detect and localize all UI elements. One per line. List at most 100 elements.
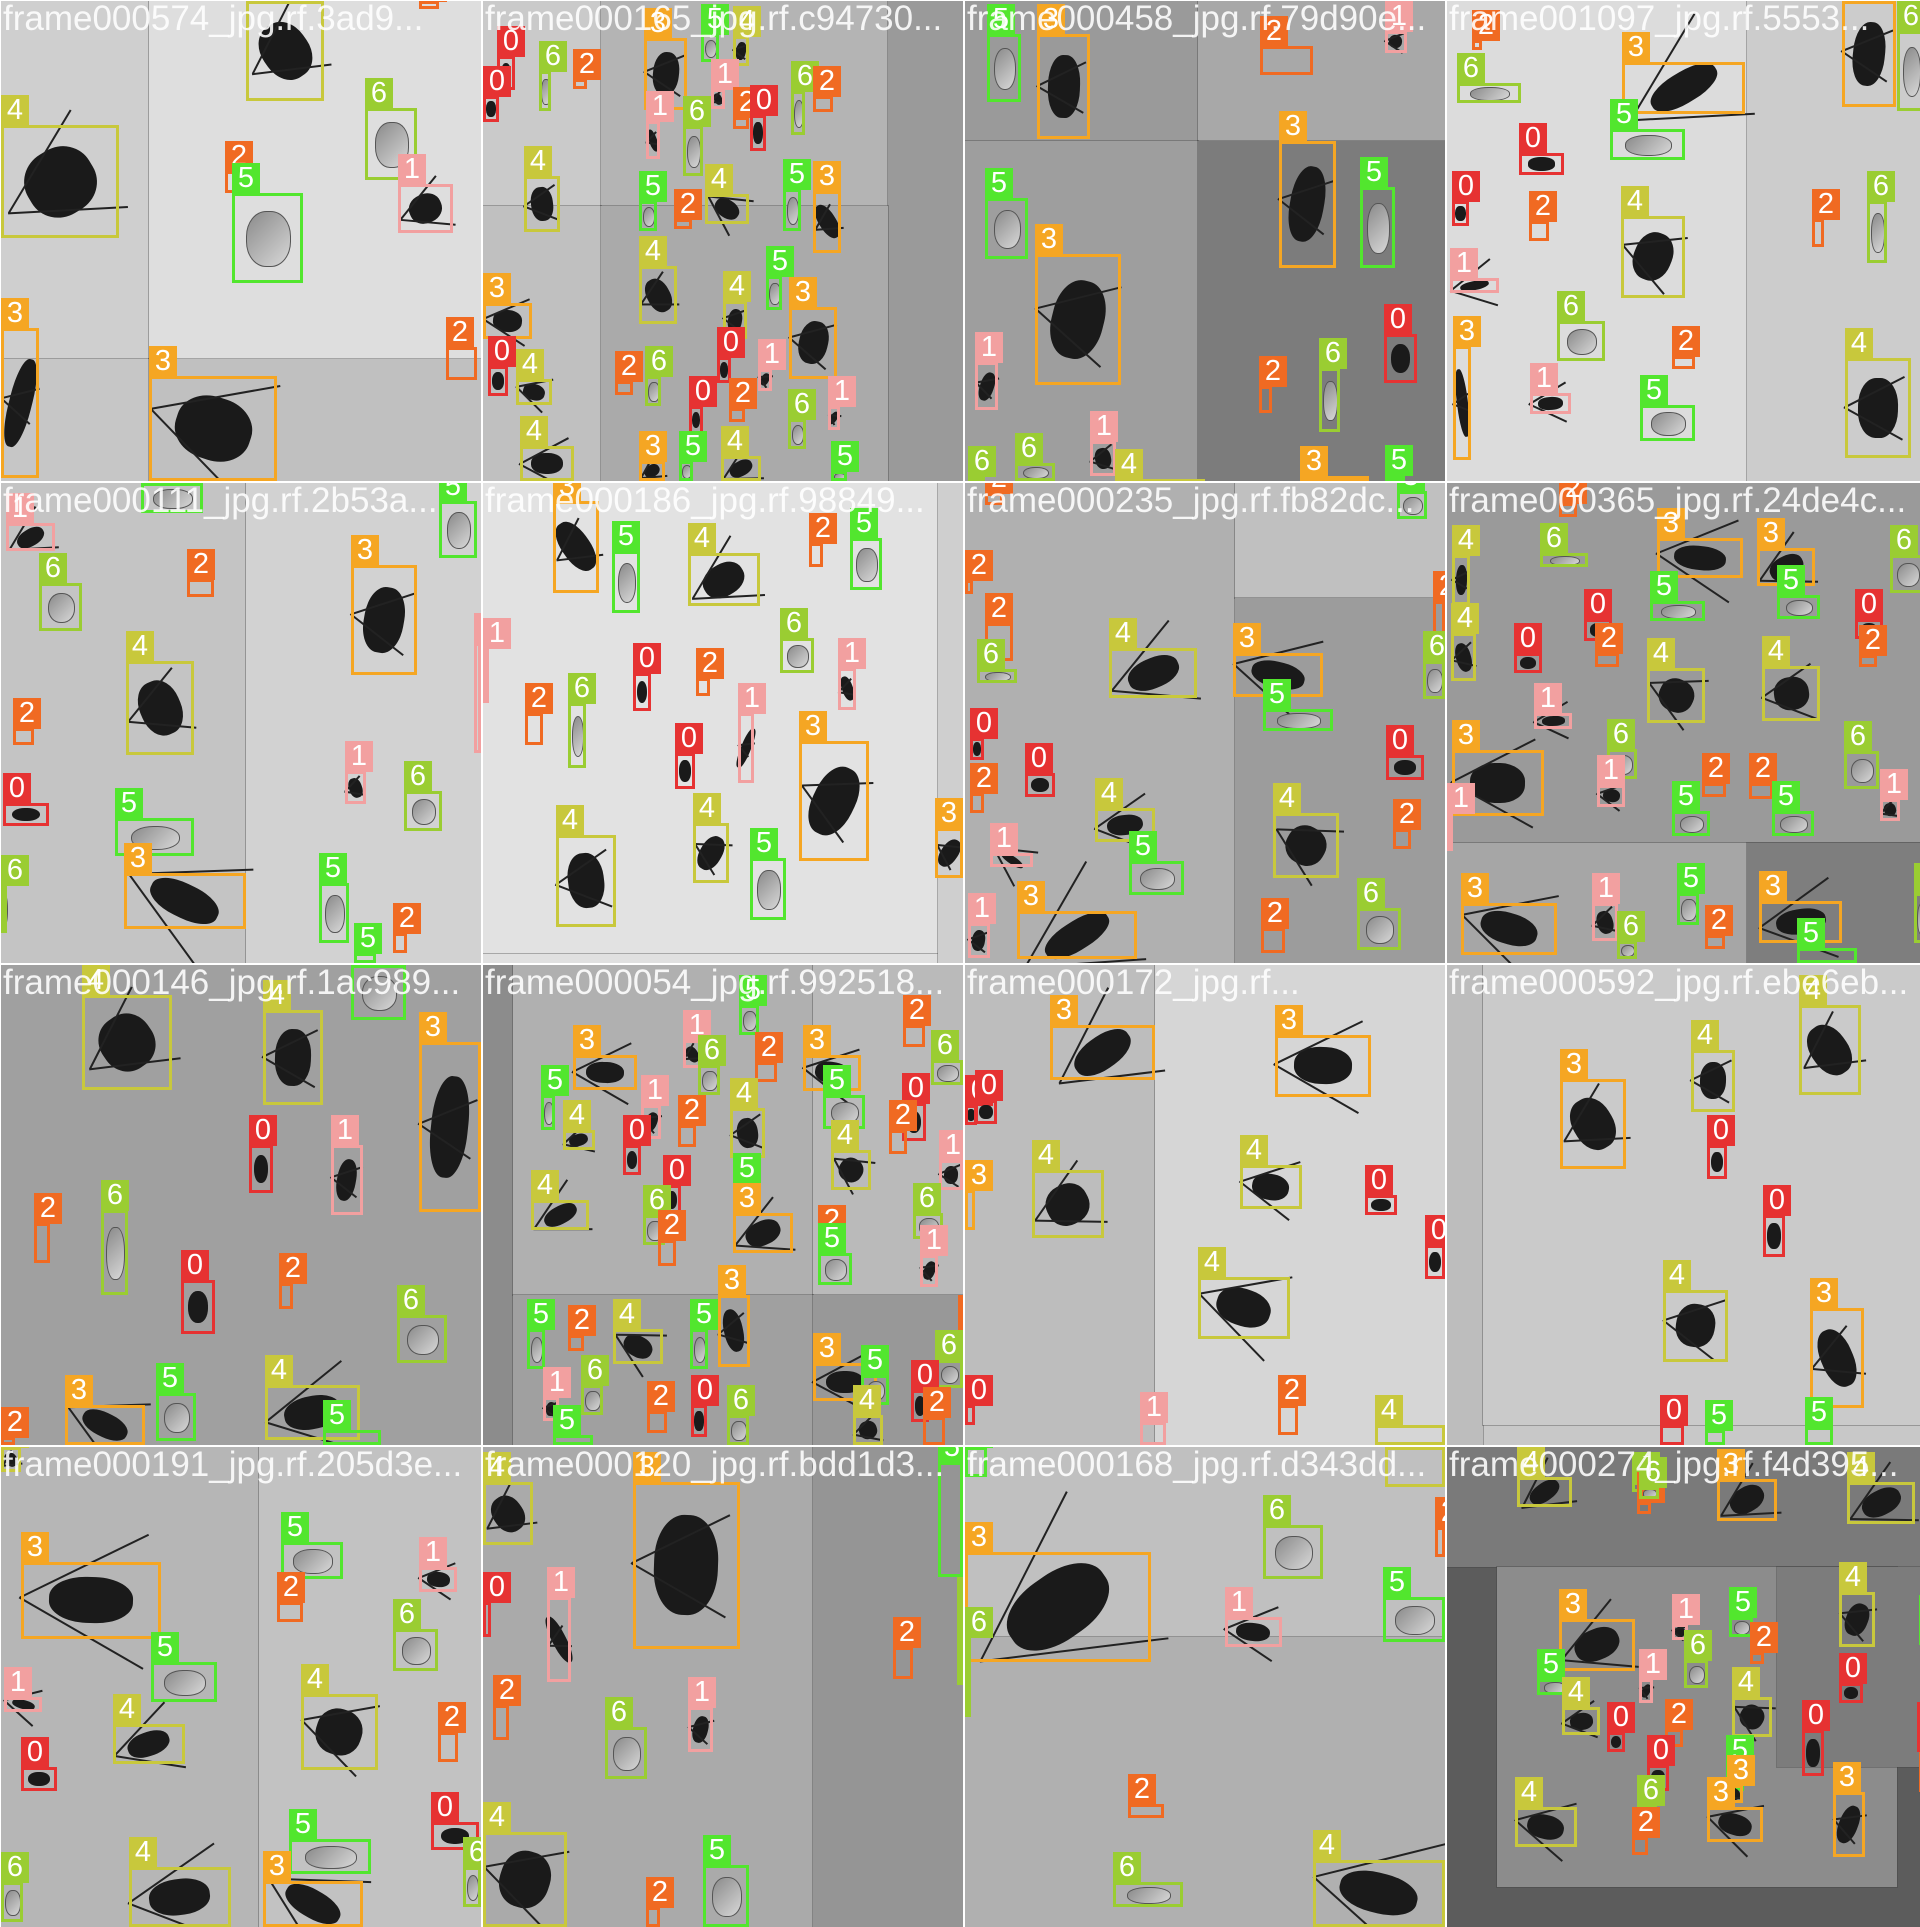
class-label: 5 — [1797, 918, 1825, 949]
class-label: 4 — [730, 1078, 758, 1109]
class-label: 4 — [1032, 1140, 1060, 1171]
class-label: 2 — [1259, 356, 1287, 387]
tile-filename: frame000274_jpg.rf.f4d395... — [1449, 1447, 1899, 1484]
insect — [1902, 47, 1920, 97]
bounding-box: 4 — [639, 236, 677, 324]
class-label: 0 — [1855, 589, 1883, 620]
bounding-box: 1 — [838, 638, 866, 710]
class-label: 6 — [365, 78, 393, 109]
bounding-box: 6 — [1890, 525, 1920, 593]
insect — [1390, 343, 1411, 374]
class-label: 1 — [474, 613, 481, 644]
class-label: 4 — [1732, 1667, 1760, 1698]
tile-filename: frame000592_jpg.rf.ebe6eb... — [1449, 965, 1909, 1002]
bounding-box: 3 — [1810, 1278, 1864, 1408]
class-label: 3 — [1559, 1589, 1587, 1620]
class-label: 2 — [674, 189, 702, 220]
image-tile: 4246251323frame000574_jpg.rf.3ad9... — [1, 1, 481, 481]
class-label: 2 — [658, 1210, 686, 1241]
class-label: 2 — [1859, 625, 1887, 656]
bounding-box: 2 — [1749, 753, 1777, 799]
image-tile: 4453016202654325frame000146_jpg.rf.1ac98… — [1, 965, 481, 1445]
bounding-box: 4 — [1845, 328, 1911, 458]
bounding-box: 6 — [645, 346, 673, 406]
insect — [1275, 1535, 1313, 1571]
bounding-box: 3 — [633, 1452, 740, 1649]
class-label: 2 — [809, 513, 837, 544]
bounding-box: 1 — [688, 1677, 716, 1752]
class-label: 0 — [675, 723, 703, 754]
insect — [411, 799, 437, 825]
class-label: 4 — [1562, 1677, 1590, 1708]
bounding-box: 5 — [783, 159, 811, 231]
bounding-box: 6 — [1357, 878, 1401, 950]
class-label: 0 — [1519, 123, 1547, 154]
class-label: 4 — [831, 1120, 859, 1151]
class-label: 2 — [970, 763, 998, 794]
class-label: 6 — [581, 1355, 609, 1386]
bounding-box: 2 — [1702, 753, 1730, 797]
class-label: 6 — [1319, 338, 1347, 369]
class-label: 3 — [813, 1333, 841, 1364]
class-label: 2 — [1435, 1497, 1445, 1528]
class-label: 6 — [404, 761, 432, 792]
tile-filename: frame000172_jpg.rf... — [967, 965, 1300, 1002]
insect — [694, 1411, 704, 1431]
class-label: 2 — [923, 1387, 951, 1418]
bounding-box: 1 — [1090, 411, 1118, 476]
bounding-box: 5 — [151, 1632, 217, 1702]
insect — [407, 1324, 439, 1356]
bounding-box: 4 — [1451, 603, 1479, 681]
class-label: 2 — [1812, 189, 1840, 220]
bounding-box: 2 — [813, 66, 841, 112]
class-label: 1 — [419, 1537, 447, 1568]
bounding-box: 4 — [1313, 1830, 1445, 1927]
bounding-box: 6 — [101, 1180, 129, 1295]
class-label: 5 — [232, 163, 260, 194]
class-label: 6 — [393, 1599, 421, 1630]
class-label: 6 — [965, 1607, 993, 1638]
bounding-box: 2 — [568, 1305, 596, 1351]
class-label: 6 — [539, 41, 567, 72]
bounding-box: 6 — [605, 1697, 647, 1779]
bounding-box: 4 — [1273, 783, 1339, 878]
class-label: 6 — [568, 673, 596, 704]
class-label: 4 — [639, 236, 667, 267]
bounding-box: 3 — [1279, 111, 1336, 268]
class-label: 3 — [1810, 1278, 1838, 1309]
class-label: 4 — [1762, 636, 1790, 667]
bounding-box: 2 — [13, 698, 41, 745]
insect — [636, 680, 648, 704]
class-label: 3 — [1050, 995, 1078, 1026]
bounding-box: 4 — [1109, 618, 1197, 698]
class-label: 2 — [1529, 191, 1557, 222]
bounding-box: 2 — [277, 1572, 305, 1622]
class-label: 1 — [1592, 873, 1620, 904]
insect — [937, 1065, 959, 1082]
bounding-box: 6 — [1897, 1, 1920, 111]
bounding-box: 6 — [1, 1852, 29, 1922]
class-label: 0 — [1365, 1165, 1393, 1196]
bounding-box: 2 — [1812, 189, 1840, 247]
class-label: 1 — [1450, 248, 1478, 279]
image-tile: 2633650022641632154frame001097_jpg.rf.55… — [1447, 1, 1920, 481]
bounding-box: 3 — [965, 1160, 993, 1230]
bounding-box: 6 — [1015, 433, 1055, 481]
bounding-box: 2 — [1595, 623, 1623, 667]
bounding-box: 3 — [813, 161, 841, 253]
insect — [1395, 1606, 1435, 1635]
bounding-box: 1 — [646, 91, 674, 159]
bounding-box: 3 — [1453, 316, 1481, 460]
class-label: 3 — [1757, 518, 1785, 549]
class-label: 2 — [277, 1572, 305, 1603]
bounding-box: 1 — [6, 493, 55, 551]
class-label: 0 — [911, 1360, 939, 1391]
class-label: 2 — [1595, 623, 1623, 654]
class-label: 5 — [818, 1223, 846, 1254]
class-label: 4 — [1647, 638, 1675, 669]
bounding-box: 2 — [187, 549, 215, 597]
insect — [1767, 1223, 1781, 1249]
class-label: 3 — [789, 277, 817, 308]
bounding-box: 4 — [1115, 449, 1205, 481]
